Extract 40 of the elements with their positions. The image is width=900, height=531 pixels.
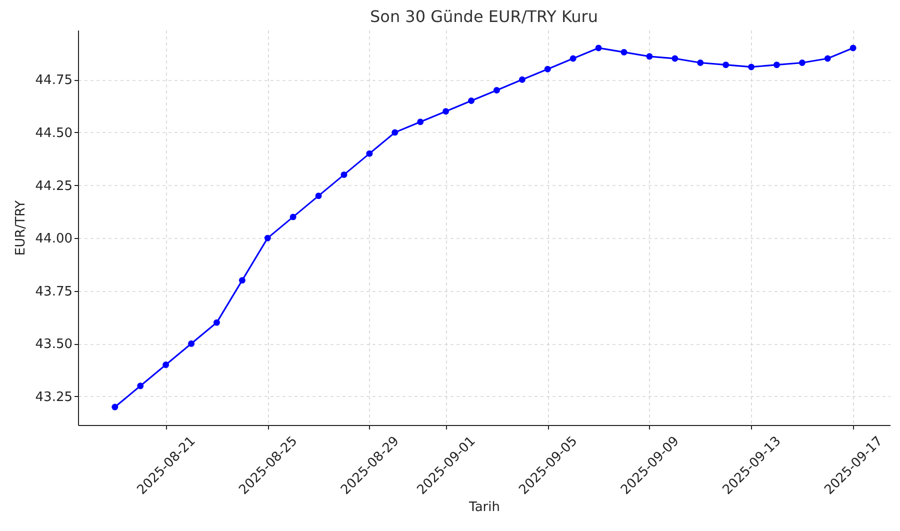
point: [570, 55, 576, 62]
point: [518, 76, 526, 83]
point: [162, 362, 170, 368]
y-tick-label: 43.25: [35, 390, 72, 405]
point: [773, 62, 780, 68]
y-tick-label: 44.75: [35, 73, 72, 88]
y-tick-label: 44.25: [35, 178, 72, 194]
point: [290, 214, 296, 220]
point: [213, 319, 220, 326]
point: [646, 53, 653, 60]
point: [366, 150, 373, 157]
chart-title: Son 30 Günde EUR/TRY Kuru: [370, 7, 598, 26]
point: [850, 44, 856, 52]
point: [340, 171, 348, 178]
point: [595, 44, 602, 52]
y-axis-title: EUR/TRY: [13, 200, 28, 256]
point: [417, 118, 424, 126]
point: [112, 404, 118, 410]
y-tick-label: 44.00: [35, 232, 72, 247]
point: [722, 62, 730, 68]
y-tick-label: 44.50: [35, 126, 72, 141]
point: [824, 55, 831, 62]
point: [672, 55, 678, 62]
point: [442, 108, 450, 115]
x-axis-title: Tarih: [468, 500, 500, 516]
point: [544, 66, 551, 72]
point: [493, 86, 500, 94]
point: [798, 60, 806, 66]
point: [697, 60, 704, 66]
y-tick-label: 43.75: [35, 284, 72, 300]
point: [620, 48, 628, 56]
point: [188, 340, 195, 347]
point: [748, 64, 755, 70]
point: [264, 234, 271, 242]
point: [238, 277, 246, 284]
point: [468, 98, 475, 104]
point: [137, 382, 144, 390]
y-tick-label: 43.50: [35, 337, 72, 352]
point: [315, 192, 322, 200]
point: [392, 129, 398, 136]
